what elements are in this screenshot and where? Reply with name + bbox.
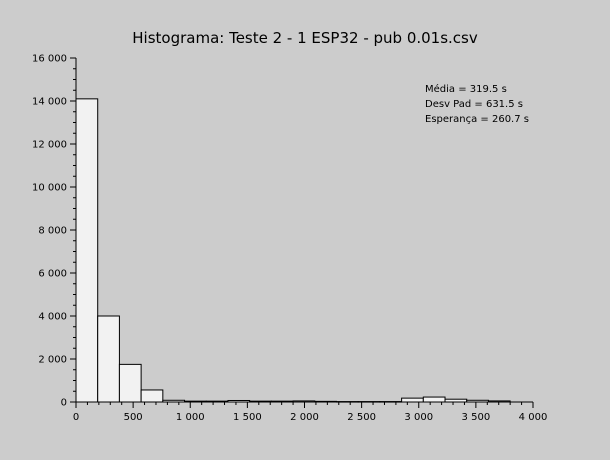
stats-annotations: Média = 319.5 s Desv Pad = 631.5 s Esper… bbox=[425, 83, 529, 125]
x-tick-label: 2 000 bbox=[290, 412, 319, 423]
y-tick-label: 16 000 bbox=[32, 54, 67, 65]
x-tick-label: 0 bbox=[73, 412, 79, 423]
histogram-bar bbox=[140, 389, 164, 403]
x-tick-label: 4 000 bbox=[519, 412, 548, 423]
x-tick-label: 2 500 bbox=[347, 412, 376, 423]
x-tick-label: 1 500 bbox=[233, 412, 262, 423]
y-tick-label: 0 bbox=[61, 398, 67, 409]
histogram-bar bbox=[75, 98, 99, 403]
y-tick-label: 14 000 bbox=[32, 97, 67, 108]
y-tick-label: 2 000 bbox=[38, 355, 67, 366]
chart-title: Histograma: Teste 2 - 1 ESP32 - pub 0.01… bbox=[132, 29, 478, 47]
x-tick-label: 500 bbox=[124, 412, 143, 423]
annotation-std-dev: Desv Pad = 631.5 s bbox=[425, 99, 523, 110]
histogram-bar bbox=[422, 396, 446, 403]
histogram-bar bbox=[97, 315, 120, 403]
x-tick-label: 1 000 bbox=[176, 412, 205, 423]
annotation-mean: Média = 319.5 s bbox=[425, 83, 507, 95]
x-axis: 0 500 1 000 1 500 2 000 2 500 3 000 3 500 4 000 bbox=[73, 401, 548, 423]
histogram-bar bbox=[118, 363, 142, 403]
x-tick-label: 3 000 bbox=[404, 412, 433, 423]
annotation-expectation: Esperança = 260.7 s bbox=[425, 114, 529, 125]
y-tick-label: 10 000 bbox=[32, 183, 67, 194]
y-tick-label: 12 000 bbox=[32, 140, 67, 151]
y-tick-label: 6 000 bbox=[38, 269, 67, 280]
y-tick-label: 4 000 bbox=[38, 312, 67, 323]
x-tick-label: 3 500 bbox=[462, 412, 491, 423]
y-axis: 0 2 000 4 000 6 000 8 000 10 000 12 000 14 000 1… bbox=[32, 54, 77, 409]
bars-group bbox=[75, 98, 511, 403]
histogram-bar bbox=[401, 397, 424, 403]
y-tick-label: 8 000 bbox=[38, 226, 67, 237]
